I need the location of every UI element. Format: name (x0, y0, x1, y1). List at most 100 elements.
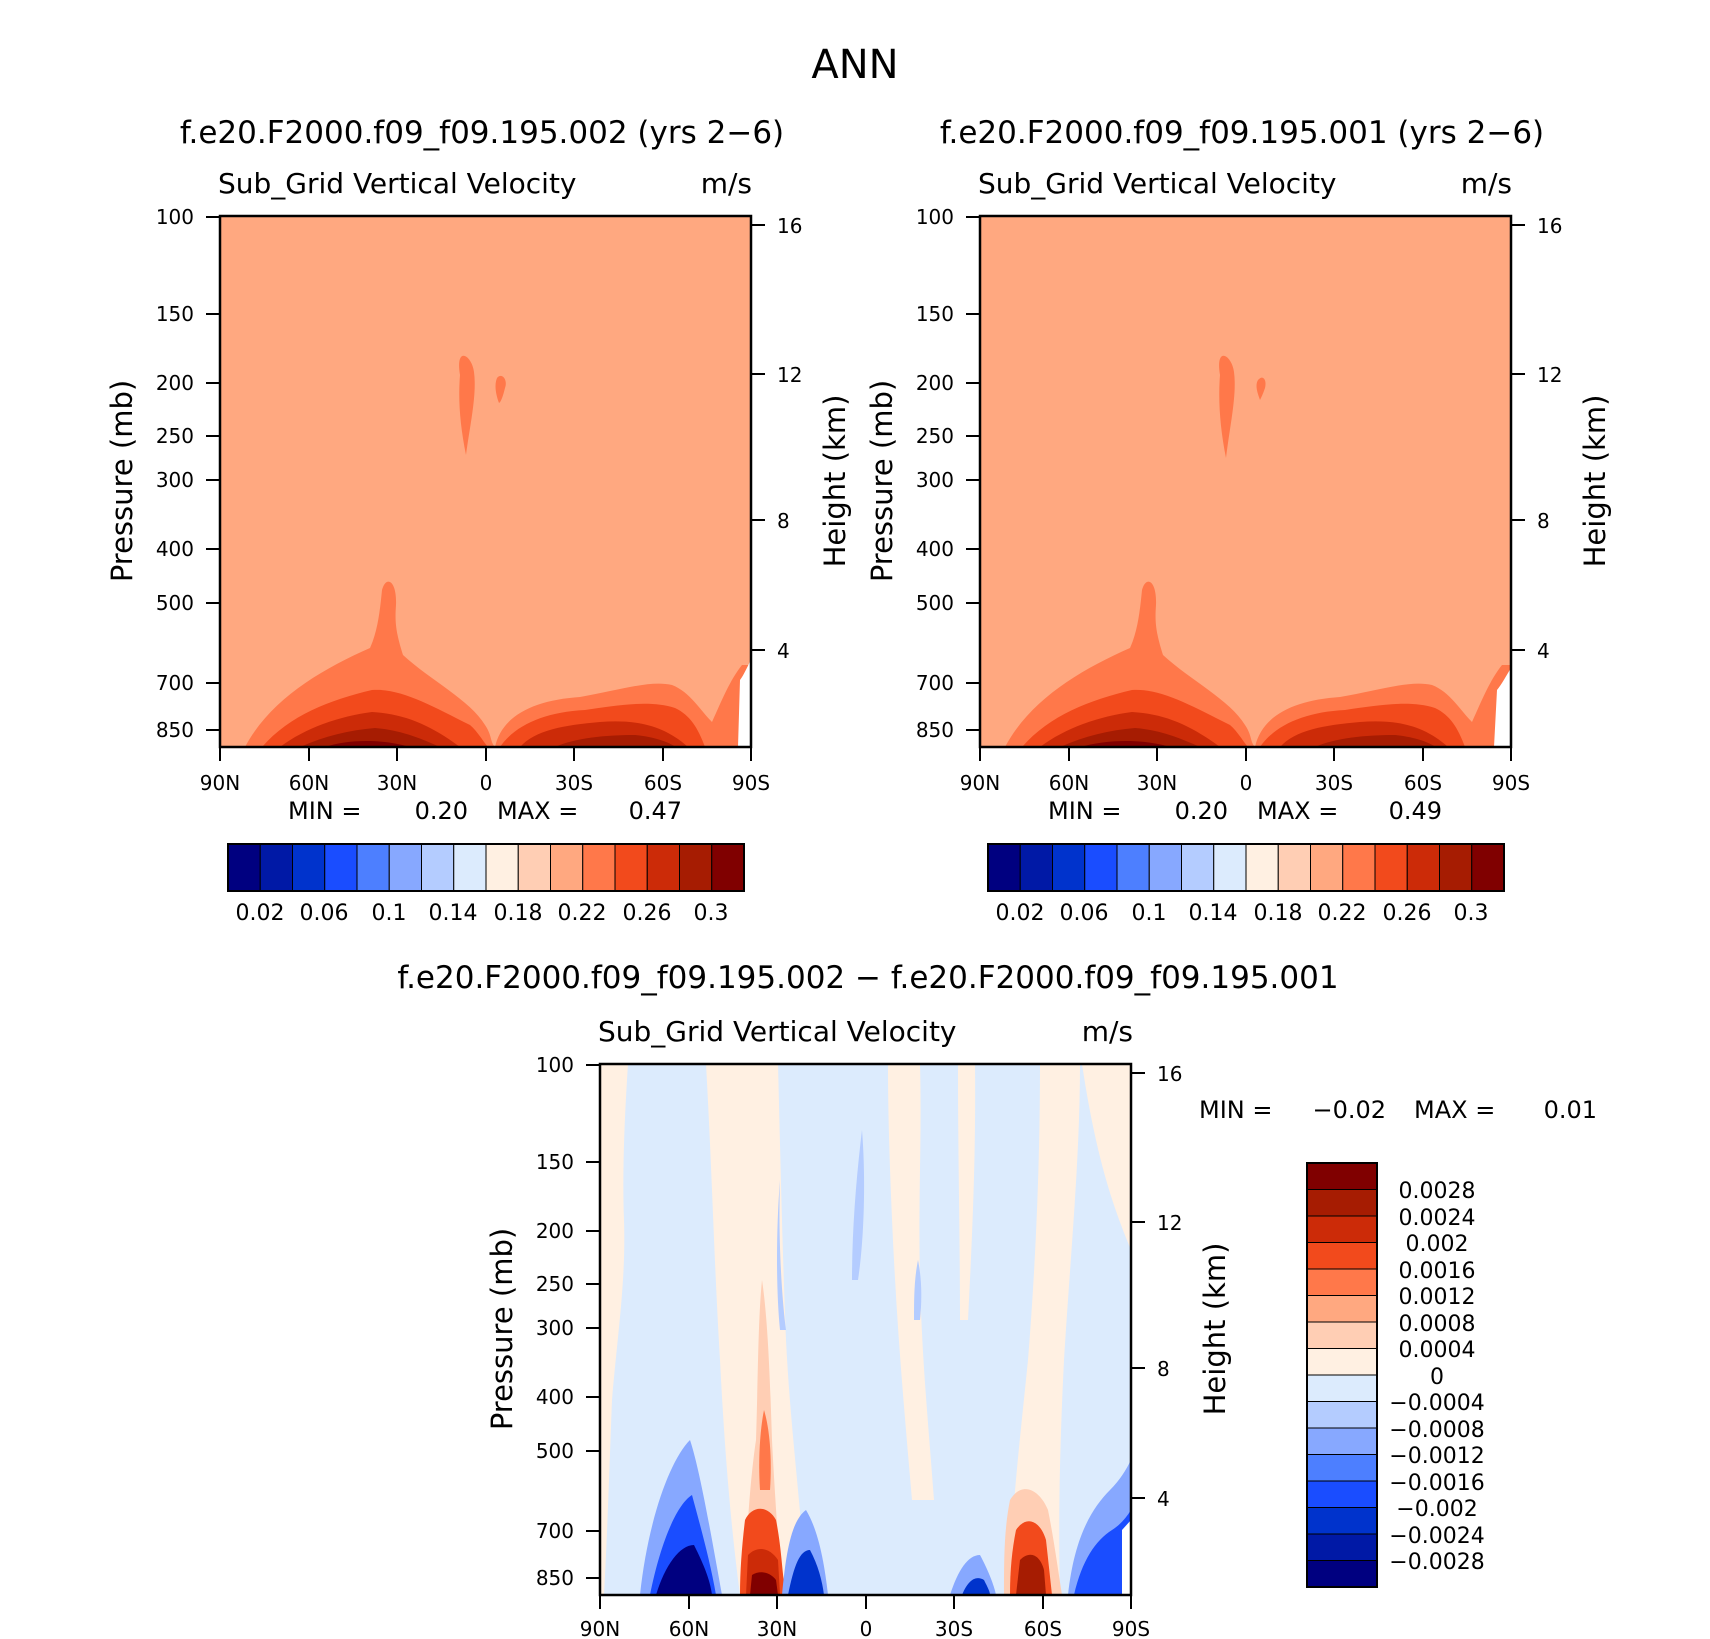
panel-3-neg-core (656, 1545, 712, 1595)
panel-2-colorbar-swatch (1406, 843, 1440, 892)
panel-2-xtick: 60N (1049, 771, 1089, 795)
panel-3-band-neg (914, 1260, 922, 1320)
panel-3-pos-core (759, 1410, 771, 1490)
panel-2-ytick: 500 (916, 591, 954, 615)
panel-3-neg-core (962, 1578, 990, 1595)
panel-1-colorbar-swatches (227, 843, 745, 892)
panel-3-colorbar-label: −0.0008 (1389, 1418, 1484, 1443)
panel-3-xtick: 90S (1112, 1617, 1150, 1639)
panel-1-colorbar-swatch (550, 843, 584, 892)
panel-1-colorbar-swatch (614, 843, 648, 892)
panel-2-missing-data (1494, 668, 1511, 747)
panel-2-xtick: 30S (1315, 771, 1353, 795)
panel-1-colorbar-swatch (356, 843, 390, 892)
page-title: ANN (811, 42, 898, 88)
panel-3-xtick: 60N (669, 1617, 709, 1639)
panel-3-colorbar-label: 0 (1430, 1365, 1444, 1390)
panel-2-field-base (980, 216, 1511, 747)
panel-3-y-axis-left: 100 150 200 250 300 400 500 700 850 Pres… (485, 1053, 600, 1590)
panel-2-colorbar-swatches (987, 843, 1505, 892)
panel-1-colorbar-swatch (388, 843, 422, 892)
panel-1-ytick: 100 (156, 205, 194, 229)
panel-1-ytick: 150 (156, 302, 194, 326)
panel-2-colorbar-swatch (1342, 843, 1376, 892)
panel-2-colorbar-label: 0.26 (1383, 901, 1432, 926)
panel-1-colorbar-swatch (259, 843, 293, 892)
panel-2-ytick: 150 (916, 302, 954, 326)
panel-3-colorbar-label: −0.0016 (1389, 1471, 1484, 1496)
panel-1-colorbar-swatch (324, 843, 358, 892)
panel-1-field-base (220, 216, 751, 747)
panel-1-colorbar-label: 0.22 (558, 901, 607, 926)
panel-1-min-label: MIN = (288, 797, 361, 825)
panel-3-colorbar-swatch (1306, 1242, 1378, 1270)
panel-3-band-pos (888, 1064, 934, 1500)
panel-1-xtick: 90N (200, 771, 240, 795)
panel-2-x-axis: 90N 60N 30N 0 30S 60S 90S (960, 747, 1530, 795)
panel-2-variable: Sub_Grid Vertical Velocity (978, 167, 1337, 200)
panel-2-colorbar-swatch (1052, 843, 1086, 892)
panel-3-band-pos (1010, 1064, 1080, 1595)
panel-3-colorbar-swatch (1306, 1348, 1378, 1376)
panel-1-variable: Sub_Grid Vertical Velocity (218, 167, 577, 200)
panel-1-xtick: 0 (480, 771, 493, 795)
panel-3: f.e20.F2000.f09_f09.195.002 − f.e20.F200… (397, 960, 1597, 1639)
panel-3-band-neg (852, 1130, 865, 1280)
panel-1-xtick: 30S (555, 771, 593, 795)
panel-3-colorbar-swatch (1306, 1162, 1378, 1190)
panel-2-colorbar-label: 0.3 (1454, 901, 1489, 926)
panel-1-upper-blob (459, 355, 475, 455)
panel-2-xtick: 0 (1240, 771, 1253, 795)
panel-1-xtick: 60N (289, 771, 329, 795)
panel-3-ytick: 300 (536, 1316, 574, 1340)
panel-1-ytick: 250 (156, 424, 194, 448)
panel-2-colorbar-swatch (1310, 843, 1344, 892)
panel-2-ytick: 250 (916, 424, 954, 448)
panel-3-plot-area (598, 1062, 1133, 1597)
panel-2-ytick: 700 (916, 671, 954, 695)
panel-1-colorbar-label: 0.02 (236, 901, 285, 926)
panel-2-ytick: 200 (916, 371, 954, 395)
panel-3-neg-core (1074, 1510, 1131, 1595)
panel-1-contour-lvl4-west (300, 728, 440, 747)
panel-1-upper-blob-small (495, 375, 506, 403)
panel-3-colorbar-label: 0.0004 (1399, 1338, 1476, 1363)
panel-2-ytick-right: 12 (1537, 363, 1562, 387)
panel-2-minmax: MIN = 0.20 MAX = 0.49 (1048, 797, 1442, 825)
panel-2-title: f.e20.F2000.f09_f09.195.001 (yrs 2−6) (940, 115, 1544, 151)
panel-2-colorbar-swatch (1116, 843, 1150, 892)
panel-2-colorbar-swatch (1019, 843, 1053, 892)
panel-3-ytick: 100 (536, 1053, 574, 1077)
panel-3-pos-core (1016, 1554, 1046, 1595)
panel-2-colorbar-swatch (1471, 843, 1505, 892)
panel-2-ytick: 100 (916, 205, 954, 229)
panel-2-colorbar-label: 0.1 (1132, 901, 1167, 926)
panel-1-colorbar-swatch (421, 843, 455, 892)
panel-2-colorbar: 0.02 0.06 0.1 0.14 0.18 0.22 0.26 0.3 (987, 843, 1505, 926)
panel-1-colorbar-label: 0.1 (372, 901, 407, 926)
panel-1-ylabel: Pressure (mb) (105, 380, 139, 582)
panel-3-min-value: −0.02 (1312, 1096, 1386, 1124)
panel-3-colorbar-swatch (1306, 1321, 1378, 1349)
panel-3-ytick: 700 (536, 1519, 574, 1543)
panel-2-colorbar-swatch (987, 843, 1021, 892)
panel-2-ytick: 400 (916, 537, 954, 561)
panel-3-band-pos (1082, 1064, 1131, 1250)
panel-2-upper-blob (1219, 355, 1235, 458)
panel-2-xtick: 90N (960, 771, 1000, 795)
panel-3-colorbar-swatch (1306, 1480, 1378, 1508)
panel-1-ytick-right: 12 (777, 363, 802, 387)
panel-1-colorbar-label: 0.3 (694, 901, 729, 926)
panel-3-colorbar-swatch (1306, 1427, 1378, 1455)
panel-3-colorbar-swatch (1306, 1507, 1378, 1535)
panel-2-colorbar-label: 0.14 (1189, 901, 1238, 926)
panel-3-min-label: MIN = (1199, 1096, 1272, 1124)
panel-1-colorbar-swatch (517, 843, 551, 892)
panel-3-xtick: 60S (1024, 1617, 1062, 1639)
panel-1-x-axis: 90N 60N 30N 0 30S 60S 90S (200, 747, 770, 795)
panel-2-ytick-right: 4 (1537, 639, 1550, 663)
panel-3-pos-core (750, 1572, 778, 1595)
panel-1-ytick: 400 (156, 537, 194, 561)
panel-2-ytick-right: 8 (1537, 509, 1550, 533)
